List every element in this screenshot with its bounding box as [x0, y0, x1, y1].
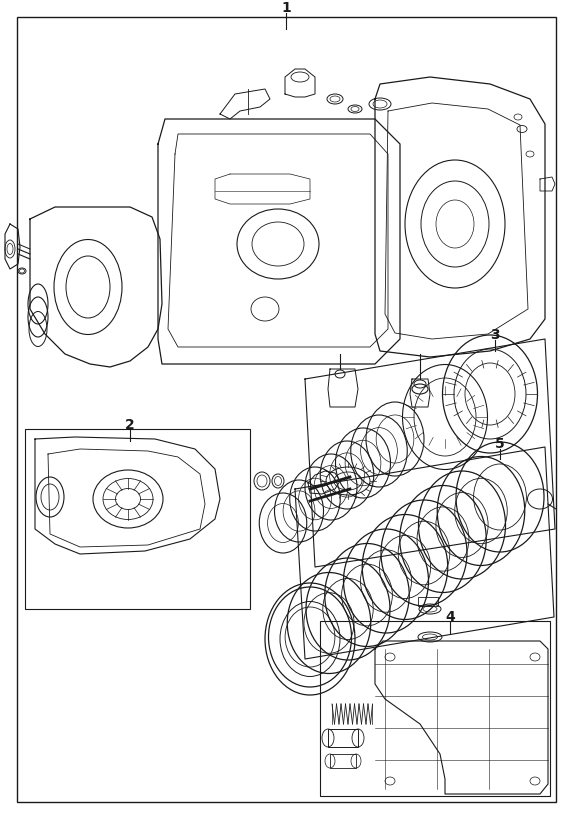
- Text: 5: 5: [495, 437, 505, 450]
- Text: 3: 3: [490, 328, 500, 342]
- Bar: [328, 729, 358, 747]
- Bar: [418, 597, 438, 606]
- Text: 4: 4: [445, 609, 455, 623]
- Bar: [25, 429, 250, 609]
- Bar: [330, 754, 356, 768]
- Text: 2: 2: [125, 418, 135, 432]
- Bar: [320, 622, 550, 796]
- Text: 1: 1: [281, 1, 291, 15]
